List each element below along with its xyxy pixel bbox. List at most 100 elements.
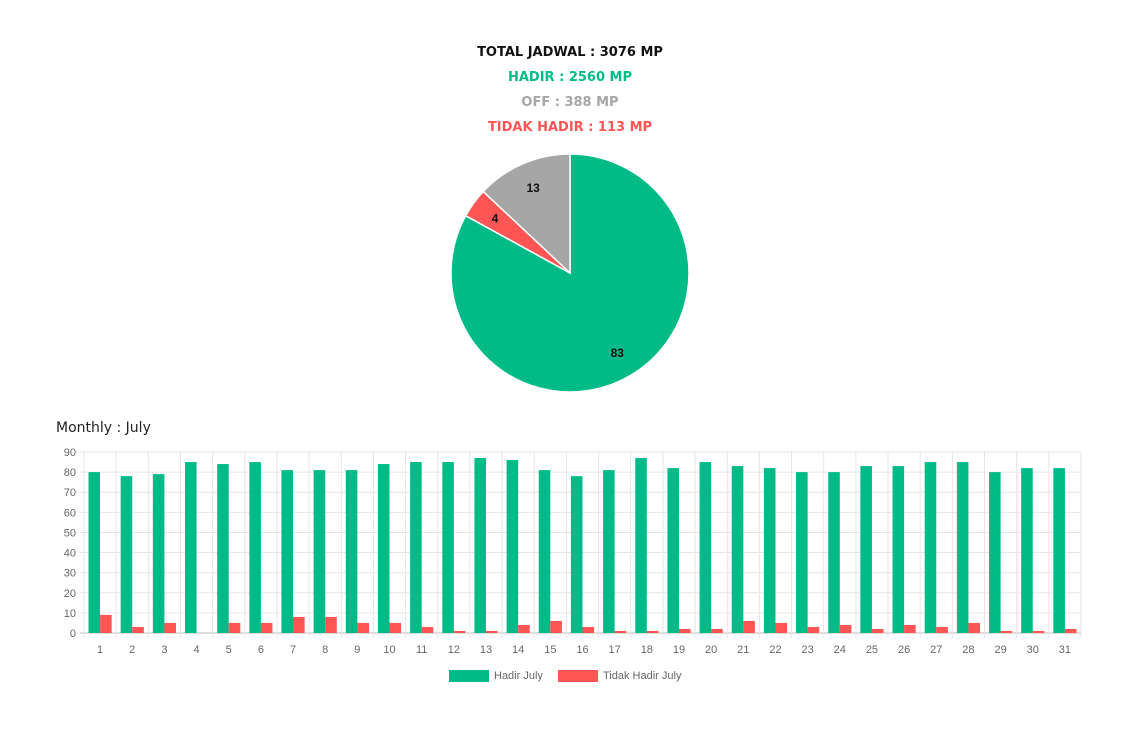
bar-tidak-hadir-july[interactable] <box>486 630 498 633</box>
x-tick-label: 1 <box>97 644 103 656</box>
bar-hadir-july[interactable] <box>989 472 1001 633</box>
x-tick-label: 17 <box>609 644 621 656</box>
bar-tidak-hadir-july[interactable] <box>775 622 788 633</box>
bar-hadir-july[interactable] <box>249 462 261 633</box>
legend-item-hadir[interactable]: Hadir July <box>449 670 543 683</box>
bar-hadir-july[interactable] <box>410 462 422 633</box>
bar-tidak-hadir-july[interactable] <box>807 626 820 633</box>
bar-tidak-hadir-july[interactable] <box>325 616 337 633</box>
bar-tidak-hadir-july[interactable] <box>646 630 659 633</box>
bar-tidak-hadir-july[interactable] <box>1000 630 1013 633</box>
bar-tidak-hadir-july[interactable] <box>871 628 884 633</box>
bar-hadir-july[interactable] <box>860 466 872 633</box>
bar-hadir-july[interactable] <box>796 472 808 633</box>
y-tick-label: 10 <box>64 608 76 620</box>
bar-tidak-hadir-july[interactable] <box>293 616 305 633</box>
bar-hadir-july[interactable] <box>828 472 840 633</box>
x-tick-label: 16 <box>576 644 588 656</box>
y-tick-label: 60 <box>64 507 76 519</box>
pie-label-off: 13 <box>526 181 540 195</box>
absent-label: TIDAK HADIR : 113 MP <box>487 120 653 135</box>
x-tick-label: 19 <box>673 644 685 656</box>
bar-tidak-hadir-july[interactable] <box>453 630 466 633</box>
bar-hadir-july[interactable] <box>924 462 937 633</box>
x-tick-label: 22 <box>769 644 781 656</box>
x-tick-label: 28 <box>962 644 974 656</box>
bar-tidak-hadir-july[interactable] <box>164 622 176 633</box>
bar-hadir-july[interactable] <box>506 460 519 633</box>
bar-hadir-july[interactable] <box>731 466 744 633</box>
bar-hadir-july[interactable] <box>538 470 551 633</box>
x-tick-label: 31 <box>1059 644 1071 656</box>
legend-label-hadir: Hadir July <box>494 670 543 682</box>
bar-hadir-july[interactable] <box>1021 468 1033 633</box>
bar-tidak-hadir-july[interactable] <box>132 626 144 633</box>
bar-hadir-july[interactable] <box>184 462 197 633</box>
x-tick-label: 25 <box>866 644 878 656</box>
legend-swatch-hadir <box>449 670 489 683</box>
bar-hadir-july[interactable] <box>377 464 390 633</box>
x-tick-label: 24 <box>834 644 846 656</box>
x-tick-label: 10 <box>383 644 395 656</box>
bar-hadir-july[interactable] <box>570 476 583 633</box>
bar-tidak-hadir-july[interactable] <box>518 624 530 633</box>
x-tick-label: 4 <box>194 644 200 656</box>
bar-tidak-hadir-july[interactable] <box>228 622 241 633</box>
bar-hadir-july[interactable] <box>345 470 358 633</box>
bar-hadir-july[interactable] <box>474 458 487 633</box>
bar-tidak-hadir-july[interactable] <box>582 626 595 633</box>
bar-hadir-july[interactable] <box>699 462 712 633</box>
y-tick-label: 50 <box>64 527 76 539</box>
bar-hadir-july[interactable] <box>313 470 326 633</box>
bar-hadir-july[interactable] <box>152 474 165 633</box>
bar-hadir-july[interactable] <box>1053 468 1065 633</box>
y-tick-label: 0 <box>70 628 76 640</box>
y-tick-label: 40 <box>64 548 76 560</box>
bar-tidak-hadir-july[interactable] <box>711 628 723 633</box>
x-tick-label: 29 <box>994 644 1006 656</box>
y-tick-label: 30 <box>64 568 76 580</box>
bar-hadir-july[interactable] <box>603 470 615 633</box>
off-label: OFF : 388 MP <box>521 95 619 110</box>
bar-tidak-hadir-july[interactable] <box>904 624 916 633</box>
x-tick-label: 20 <box>705 644 717 656</box>
x-tick-label: 3 <box>161 644 167 656</box>
bar-hadir-july[interactable] <box>88 472 101 633</box>
bar-tidak-hadir-july[interactable] <box>1032 630 1045 633</box>
bar-hadir-july[interactable] <box>635 458 647 633</box>
x-tick-label: 12 <box>448 644 460 656</box>
bar-tidak-hadir-july[interactable] <box>1064 628 1077 633</box>
monthly-chart-title: Monthly : July <box>56 420 151 436</box>
legend-item-tidak-hadir[interactable]: Tidak Hadir July <box>558 670 681 683</box>
bar-hadir-july[interactable] <box>763 468 776 633</box>
bar-tidak-hadir-july[interactable] <box>389 622 402 633</box>
bar-tidak-hadir-july[interactable] <box>100 614 112 633</box>
bar-tidak-hadir-july[interactable] <box>357 622 369 633</box>
x-tick-label: 14 <box>512 644 524 656</box>
bar-hadir-july[interactable] <box>217 464 229 633</box>
bar-tidak-hadir-july[interactable] <box>678 628 691 633</box>
total-schedule-label: TOTAL JADWAL : 3076 MP <box>477 45 663 60</box>
bar-hadir-july[interactable] <box>442 462 454 633</box>
bar-tidak-hadir-july[interactable] <box>421 626 434 633</box>
x-tick-label: 8 <box>322 644 328 656</box>
bar-hadir-july[interactable] <box>281 470 294 633</box>
x-tick-label: 30 <box>1027 644 1039 656</box>
pie-label-tidak-hadir: 4 <box>492 211 499 225</box>
bar-hadir-july[interactable] <box>956 462 969 633</box>
x-tick-label: 11 <box>416 644 427 656</box>
bar-tidak-hadir-july[interactable] <box>743 620 755 633</box>
bar-tidak-hadir-july[interactable] <box>839 624 852 633</box>
x-tick-label: 21 <box>737 644 749 656</box>
present-label: HADIR : 2560 MP <box>507 70 632 85</box>
bar-tidak-hadir-july[interactable] <box>936 626 948 633</box>
pie-slice-off[interactable] <box>482 153 571 275</box>
bar-tidak-hadir-july[interactable] <box>550 620 562 633</box>
bar-hadir-july[interactable] <box>120 476 133 633</box>
x-tick-label: 18 <box>641 644 653 656</box>
bar-tidak-hadir-july[interactable] <box>260 622 273 633</box>
bar-hadir-july[interactable] <box>892 466 905 633</box>
bar-hadir-july[interactable] <box>667 468 679 633</box>
bar-tidak-hadir-july[interactable] <box>614 630 627 633</box>
bar-tidak-hadir-july[interactable] <box>968 622 981 633</box>
